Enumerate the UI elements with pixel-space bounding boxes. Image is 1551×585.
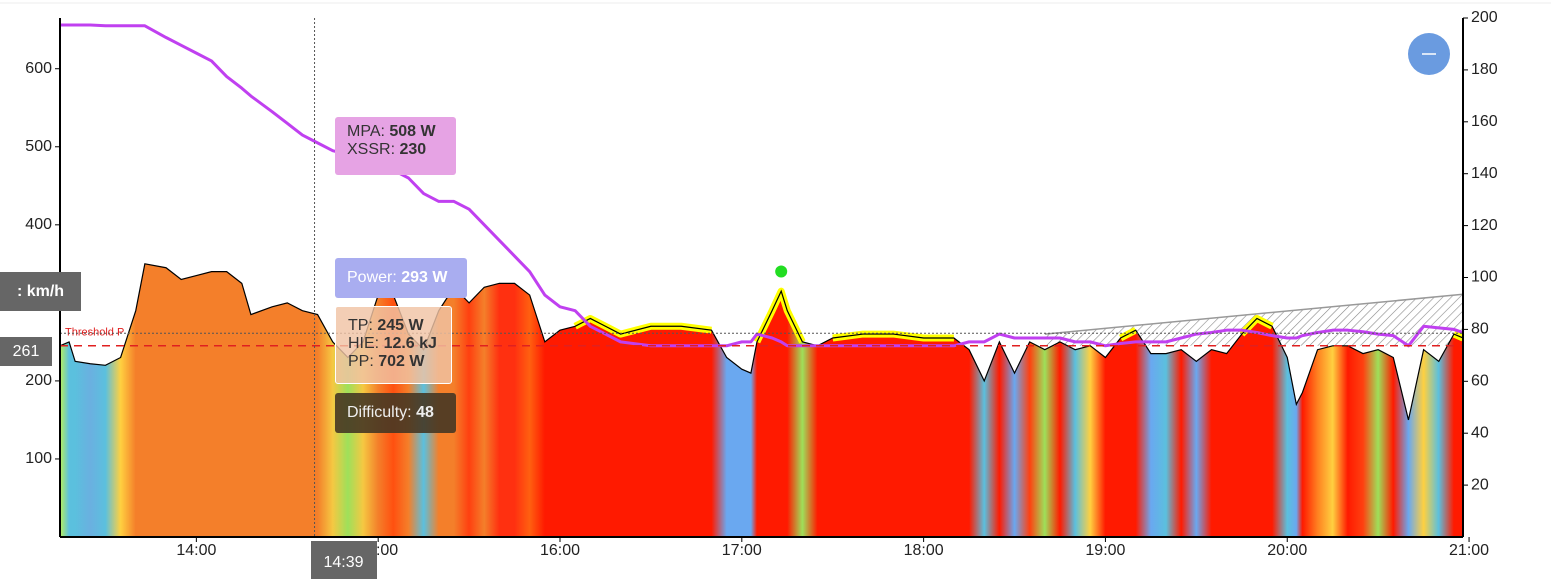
y2-tick-label: 120 — [1471, 217, 1498, 234]
tooltip-mpa: MPA: 508 W XSSR: 230 — [335, 117, 456, 175]
y-tick-label: 200 — [25, 372, 52, 389]
tooltip-row: PP: 702 W — [348, 353, 439, 371]
tooltip-label: MPA: — [347, 123, 390, 140]
tooltip-row: XSSR: 230 — [347, 141, 444, 159]
tooltip-value: 245 W — [377, 317, 424, 334]
tooltip-value: 508 W — [389, 123, 436, 140]
tooltip-label: PP: — [348, 353, 379, 370]
tooltip-row: MPA: 508 W — [347, 123, 444, 141]
y2-tick-label: 200 — [1471, 9, 1498, 26]
tooltip-label: HIE: — [348, 335, 384, 352]
trend-line — [1044, 293, 1464, 335]
y-tick-label: 400 — [25, 216, 52, 233]
x-tick-label: 19:00 — [1085, 542, 1125, 559]
cursor-y-label: 261 — [0, 337, 52, 367]
tooltip-label: Difficulty: — [347, 404, 417, 421]
y-tick-label: 600 — [25, 60, 52, 77]
y2-tick-label: 180 — [1471, 61, 1498, 78]
y2-tick-label: 80 — [1471, 321, 1489, 338]
unit-label: : km/h — [0, 272, 81, 311]
tooltip-value: 293 W — [401, 269, 448, 286]
tooltip-label: Power: — [347, 269, 402, 286]
tooltip-row: Difficulty: 48 — [347, 404, 444, 422]
tooltip-row: TP: 245 W — [348, 317, 439, 335]
y2-tick-label: 40 — [1471, 424, 1489, 441]
cursor-x-label: 14:39 — [310, 541, 377, 579]
tooltip-row: HIE: 12.6 kJ — [348, 335, 439, 353]
y2-tick-label: 20 — [1471, 476, 1489, 493]
mpa-line — [60, 23, 1464, 348]
x-tick-label: 16:00 — [540, 542, 580, 559]
tooltip-value: 702 W — [378, 353, 425, 370]
tooltip-power: Power: 293 W — [335, 258, 467, 298]
tooltip-row: Power: 293 W — [347, 269, 455, 287]
tooltip-value: 230 — [399, 141, 427, 158]
y-tick-label: 100 — [25, 450, 52, 467]
x-tick-label: 17:00 — [722, 542, 762, 559]
y2-tick-label: 100 — [1471, 269, 1498, 286]
x-tick-label: 18:00 — [904, 542, 944, 559]
y2-tick-label: 160 — [1471, 113, 1498, 130]
y-tick-label: 500 — [25, 138, 52, 155]
power-area — [60, 263, 1463, 537]
tooltip-value: 12.6 kJ — [383, 335, 437, 352]
tooltip-tp: TP: 245 W HIE: 12.6 kJ PP: 702 W — [335, 306, 452, 384]
y2-tick-label: 140 — [1471, 165, 1498, 182]
x-tick-label: 14:00 — [176, 542, 216, 559]
tooltip-value: 48 — [416, 404, 434, 421]
peak-marker — [775, 265, 788, 278]
x-tick-label: 21:00 — [1449, 542, 1489, 559]
tooltip-difficulty: Difficulty: 48 — [335, 393, 456, 433]
tooltip-label: XSSR: — [347, 141, 400, 158]
threshold-label: Threshold P — [65, 327, 124, 339]
y2-tick-label: 60 — [1471, 373, 1489, 390]
x-tick-label: 20:00 — [1267, 542, 1307, 559]
tooltip-label: TP: — [348, 317, 378, 334]
power-line — [59, 263, 1464, 421]
